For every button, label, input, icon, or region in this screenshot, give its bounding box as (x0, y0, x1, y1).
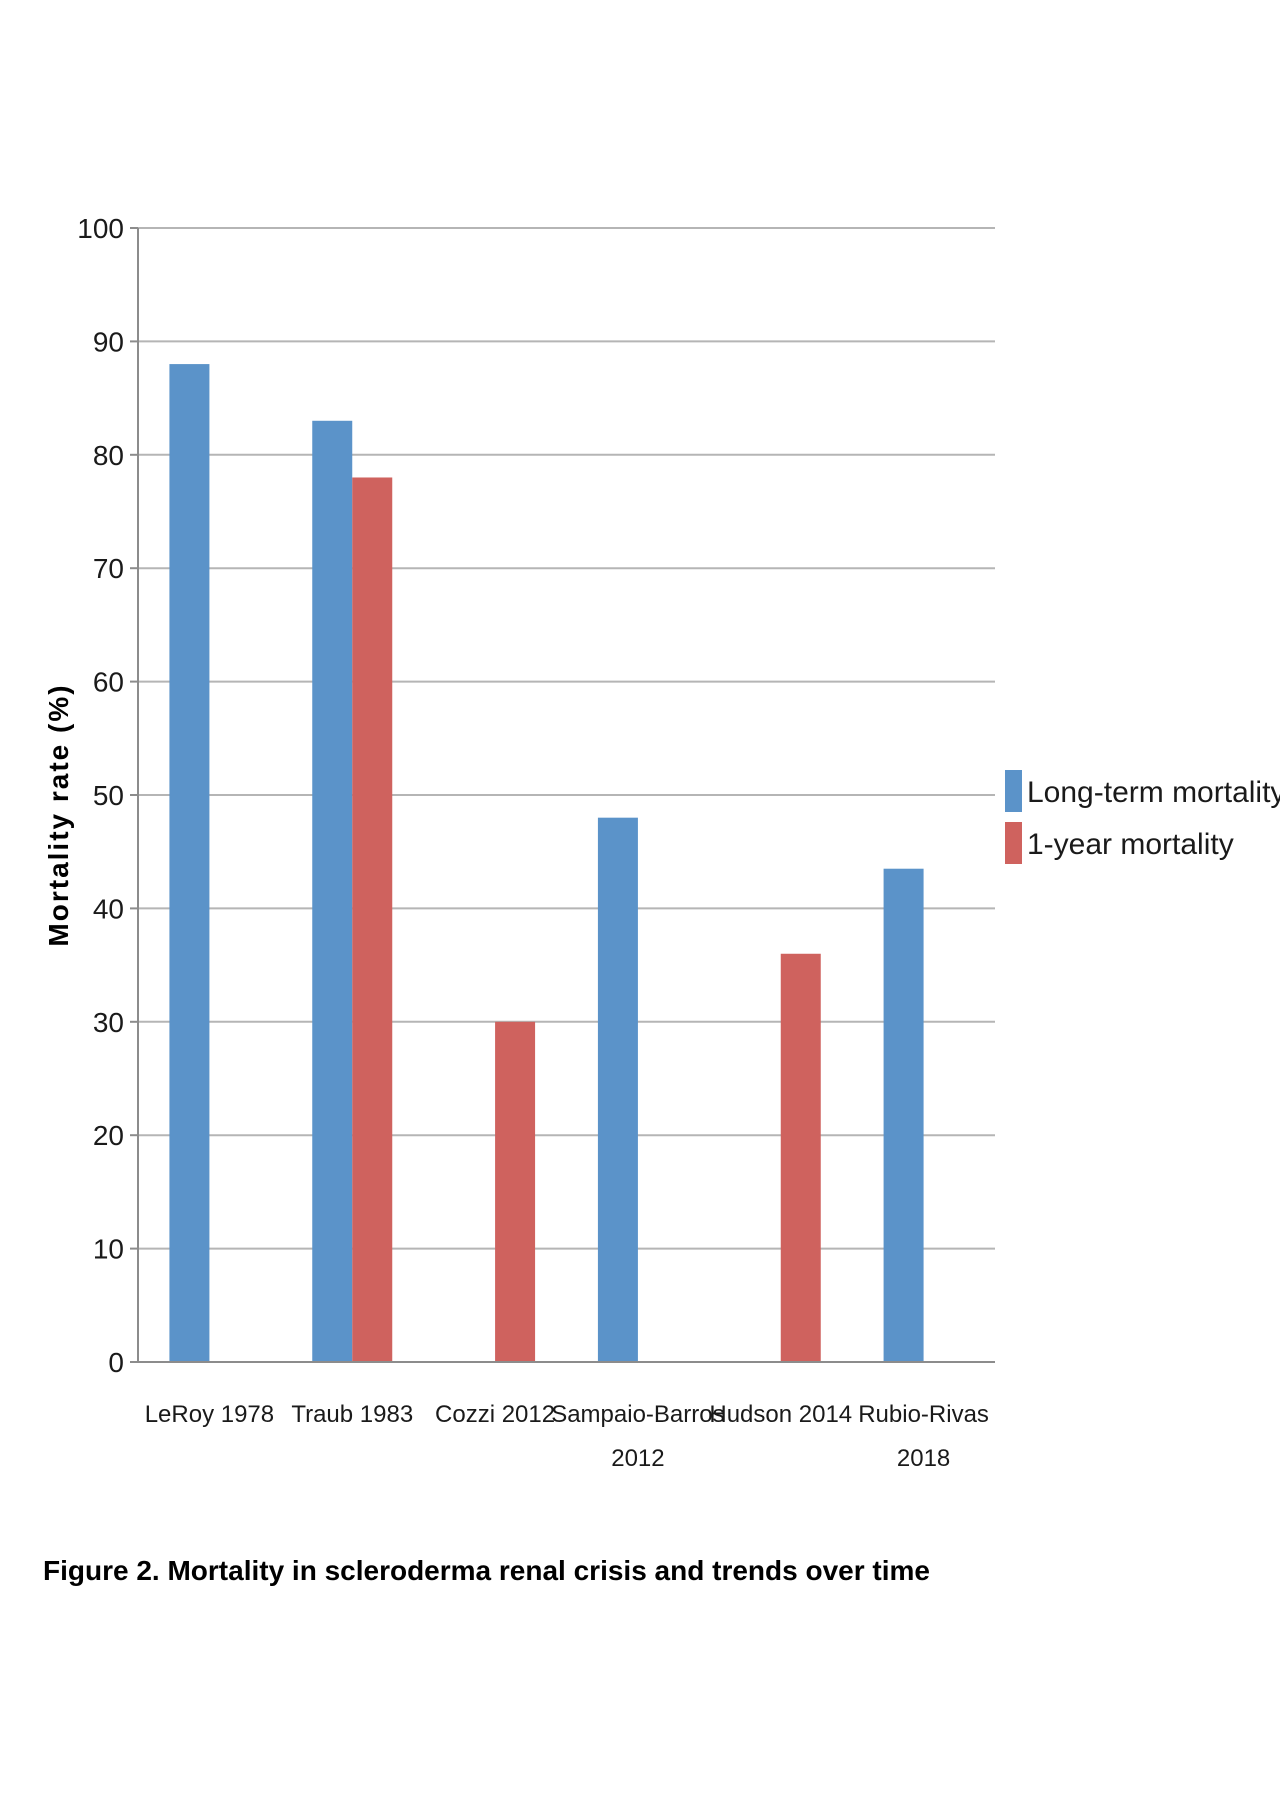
y-axis-label: Mortality rate (%) (43, 683, 74, 946)
x-category-label: Hudson 2014 (709, 1401, 852, 1428)
bar-long-term (312, 420, 353, 1362)
bars (169, 364, 924, 1363)
y-tick-label: 100 (77, 213, 124, 244)
bar-1-year (780, 953, 821, 1362)
y-tick-label: 90 (93, 326, 124, 357)
y-tick-label: 60 (93, 667, 124, 698)
y-tick-label: 80 (93, 440, 124, 471)
y-tick-label: 0 (108, 1347, 124, 1378)
x-category-label: Sampaio-Barros 2012 (551, 1401, 724, 1472)
figure-caption: Figure 2. Mortality in scleroderma renal… (43, 1555, 930, 1586)
bar-long-term (883, 868, 924, 1362)
y-tick-label: 30 (93, 1007, 124, 1038)
x-category-labels: LeRoy 1978 Traub 1983 Cozzi 2012Sampaio-Ba… (145, 1401, 989, 1472)
bar-1-year (352, 477, 393, 1363)
legend-swatch (1005, 822, 1022, 864)
y-tick-label: 70 (93, 553, 124, 584)
legend: Long-term mortality 1-year mortality (1005, 770, 1280, 864)
legend-label: 1-year mortality (1027, 828, 1234, 861)
legend-swatch (1005, 770, 1022, 812)
bar-long-term (169, 364, 210, 1363)
bar-long-term (597, 817, 638, 1362)
x-category-label: LeRoy 1978 (145, 1401, 274, 1428)
y-tick-label: 10 (93, 1234, 124, 1265)
y-tick-labels: 0 10 20 30 40 50 60 70 80 90 100 (77, 213, 138, 1378)
y-tick-label: 40 (93, 893, 124, 924)
gridlines (138, 227, 995, 1250)
x-category-label: Rubio-Rivas 2018 (858, 1401, 989, 1472)
x-category-label: Traub 1983 (291, 1401, 413, 1428)
legend-label: Long-term mortality (1027, 776, 1280, 809)
y-tick-label: 20 (93, 1120, 124, 1151)
x-category-label: Cozzi 2012 (435, 1401, 555, 1428)
y-tick-label: 50 (93, 780, 124, 811)
bar-1-year (495, 1021, 536, 1362)
